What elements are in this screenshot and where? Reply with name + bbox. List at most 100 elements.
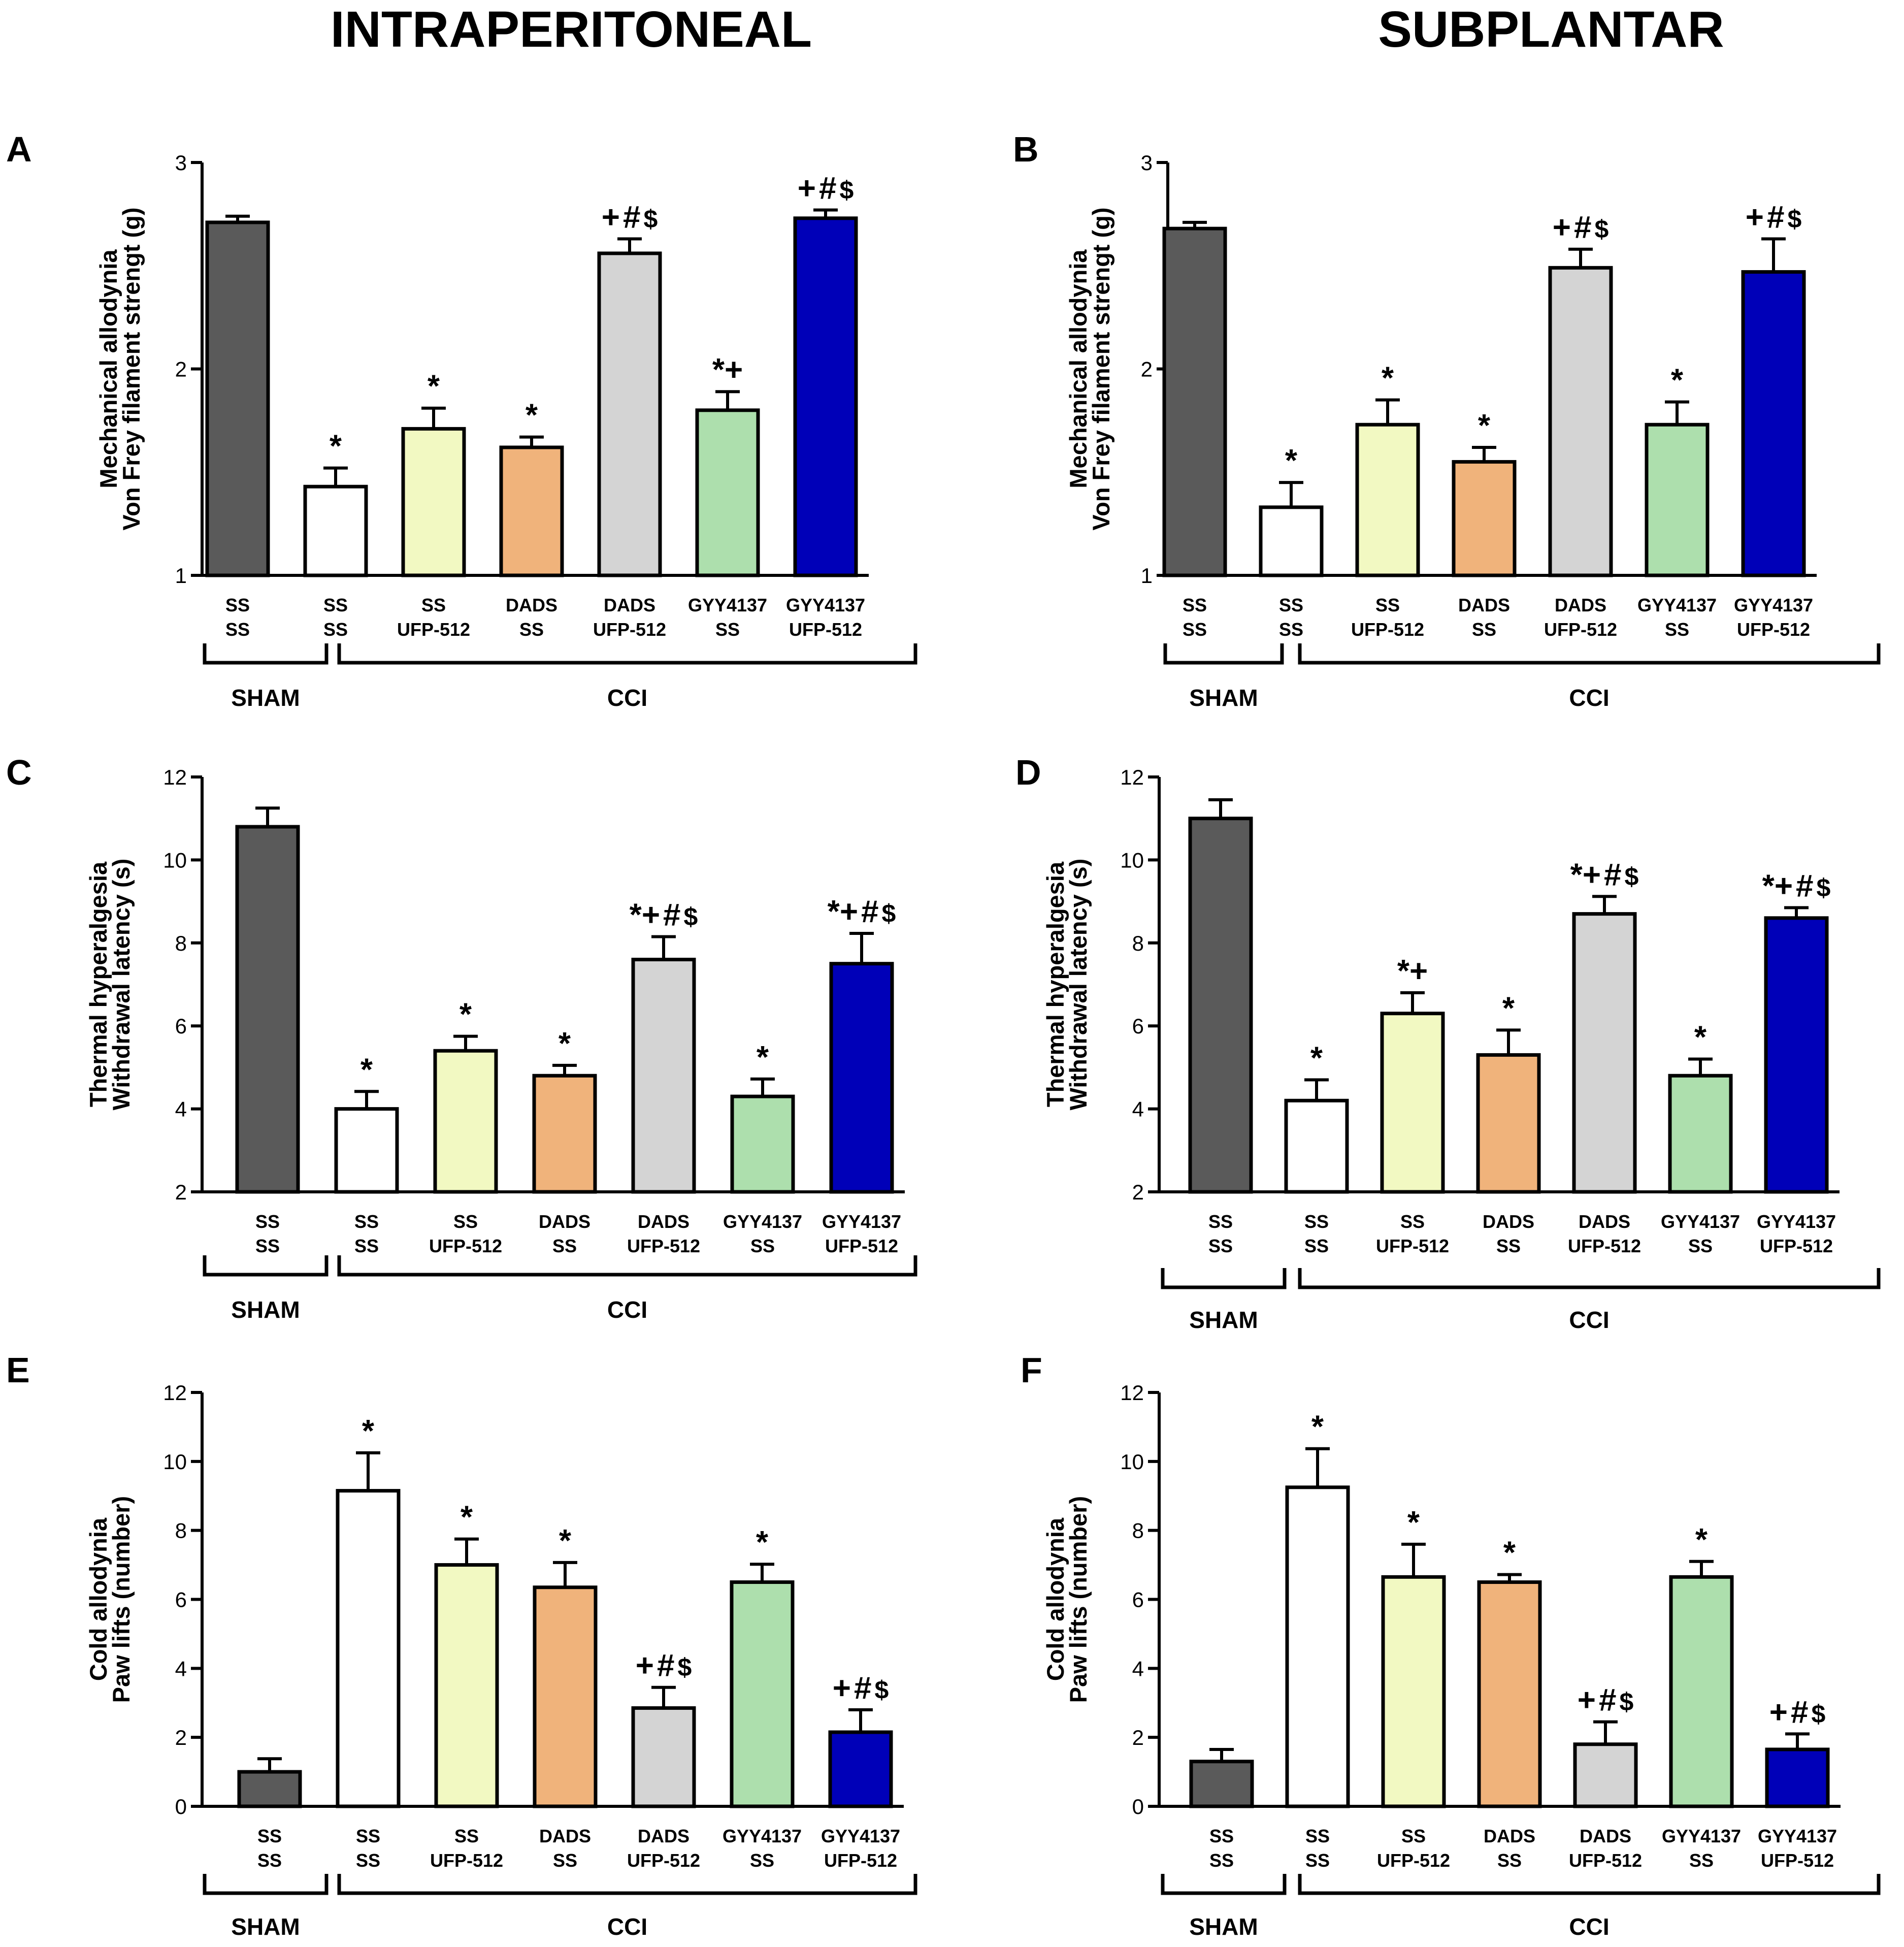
bar — [1284, 1098, 1349, 1194]
sham-group-bracket — [203, 1255, 329, 1277]
significance-label: * — [526, 398, 538, 433]
significance-symbol: * — [1695, 1522, 1708, 1557]
significance-label: * — [559, 1523, 572, 1559]
significance-label: * — [330, 429, 342, 464]
y-tick-label: 2 — [1132, 1180, 1144, 1204]
cci-group-label: CCI — [1569, 1913, 1609, 1940]
significance-symbol: $ — [643, 205, 658, 233]
sham-group-label: SHAM — [231, 1913, 300, 1940]
y-axis-title: Thermal hyperalgesia — [85, 861, 112, 1107]
significance-label: * — [1503, 1536, 1516, 1571]
category-label-line2: SS — [1472, 619, 1496, 640]
significance-symbol: + — [833, 1671, 851, 1706]
category-label-line2: SS — [354, 1236, 379, 1256]
y-tick-label: 8 — [175, 931, 187, 955]
bar — [1572, 912, 1637, 1194]
cci-group-label: CCI — [607, 685, 647, 711]
significance-symbol: $ — [1594, 215, 1608, 244]
category-label-line2: SS — [255, 1236, 280, 1256]
significance-label: +# $ — [1769, 1695, 1826, 1730]
category-label-line2: UFP-512 — [1377, 1850, 1450, 1871]
category-label-line2: SS — [1497, 1850, 1522, 1871]
category-label-line1: DADS — [1458, 595, 1510, 615]
category-label-line2: UFP-512 — [1760, 1236, 1833, 1256]
significance-label: * — [559, 1026, 571, 1061]
significance-label: * — [1478, 408, 1491, 443]
significance-label: +# $ — [602, 200, 658, 235]
panel-letter: E — [6, 1350, 30, 1390]
cci-group-bracket — [1298, 1874, 1881, 1895]
category-label-line1: SS — [257, 1826, 282, 1846]
significance-label: * — [1695, 1522, 1708, 1557]
significance-label: *+# $ — [1570, 857, 1639, 892]
category-label-line2: SS — [1304, 1236, 1329, 1256]
bar — [1476, 1053, 1541, 1194]
y-tick-label: 3 — [175, 151, 187, 175]
bar — [1285, 1485, 1350, 1808]
significance-label: *+# $ — [630, 898, 698, 933]
category-label-line1: DADS — [1580, 1826, 1631, 1846]
category-label-line1: SS — [453, 1211, 478, 1232]
significance-label: * — [1382, 361, 1394, 396]
y-tick-label: 6 — [175, 1588, 187, 1612]
significance-label: +# $ — [636, 1648, 692, 1683]
category-label-line2: UFP-512 — [430, 1850, 503, 1871]
sham-group-label: SHAM — [1189, 685, 1258, 711]
bar — [1765, 1747, 1830, 1808]
significance-symbol: # — [861, 894, 878, 929]
cci-group-bracket — [337, 1874, 917, 1895]
category-label-line2: SS — [1279, 619, 1303, 640]
category-label-line1: SS — [1400, 1211, 1425, 1232]
significance-symbol: * — [1478, 408, 1491, 443]
category-label-line2: SS — [553, 1850, 577, 1871]
bar — [1548, 266, 1613, 577]
significance-symbol: * — [828, 894, 840, 929]
category-label-line1: SS — [1305, 1826, 1330, 1846]
y-axis-title: Mechanical allodynia — [95, 249, 122, 489]
significance-symbol: + — [602, 200, 620, 235]
bar — [334, 1107, 399, 1194]
bar — [1645, 423, 1710, 577]
category-label-line1: SS — [1401, 1826, 1426, 1846]
significance-symbol: * — [1502, 991, 1515, 1026]
category-label-line2: SS — [519, 619, 544, 640]
y-tick-label: 12 — [163, 765, 187, 789]
category-label-line1: GYY4137 — [1757, 1211, 1836, 1232]
cci-group-label: CCI — [1569, 685, 1609, 711]
bar — [1741, 270, 1806, 577]
cci-group-bracket — [1298, 1268, 1881, 1289]
category-label-line2: UFP-512 — [429, 1236, 502, 1256]
category-label-line2: SS — [1183, 619, 1207, 640]
bar — [1668, 1074, 1733, 1194]
significance-symbol: # — [1599, 1683, 1616, 1718]
y-axis-title: Cold allodynia — [1042, 1517, 1069, 1681]
category-label-line1: GYY4137 — [786, 595, 865, 615]
significance-label: +# $ — [833, 1671, 889, 1706]
category-label-line2: SS — [552, 1236, 577, 1256]
significance-symbol: + — [798, 171, 816, 206]
y-tick-label: 2 — [175, 358, 187, 381]
sham-group-bracket — [203, 643, 329, 665]
significance-symbol: * — [1570, 857, 1583, 892]
bar — [1380, 1012, 1445, 1194]
significance-symbol: * — [459, 997, 472, 1032]
category-label-line2: UFP-512 — [1761, 1850, 1834, 1871]
significance-symbol: * — [1285, 443, 1298, 478]
y-tick-label: 2 — [175, 1726, 187, 1749]
category-label-line1: SS — [1209, 1826, 1234, 1846]
category-label-line1: DADS — [1555, 595, 1606, 615]
significance-symbol: + — [1775, 868, 1793, 903]
category-label-line1: GYY4137 — [688, 595, 767, 615]
significance-symbol: $ — [874, 1676, 889, 1704]
category-label-line1: SS — [1304, 1211, 1329, 1232]
significance-label: * — [461, 1500, 473, 1535]
category-label-line2: SS — [1688, 1236, 1713, 1256]
category-label-line1: SS — [1208, 1211, 1233, 1232]
column-title-subplantar: SUBPLANTAR — [1378, 1, 1724, 58]
y-tick-label: 0 — [175, 1795, 187, 1819]
category-label-line1: GYY4137 — [822, 1211, 901, 1232]
significance-symbol: * — [1397, 954, 1410, 989]
y-tick-label: 3 — [1141, 151, 1153, 175]
